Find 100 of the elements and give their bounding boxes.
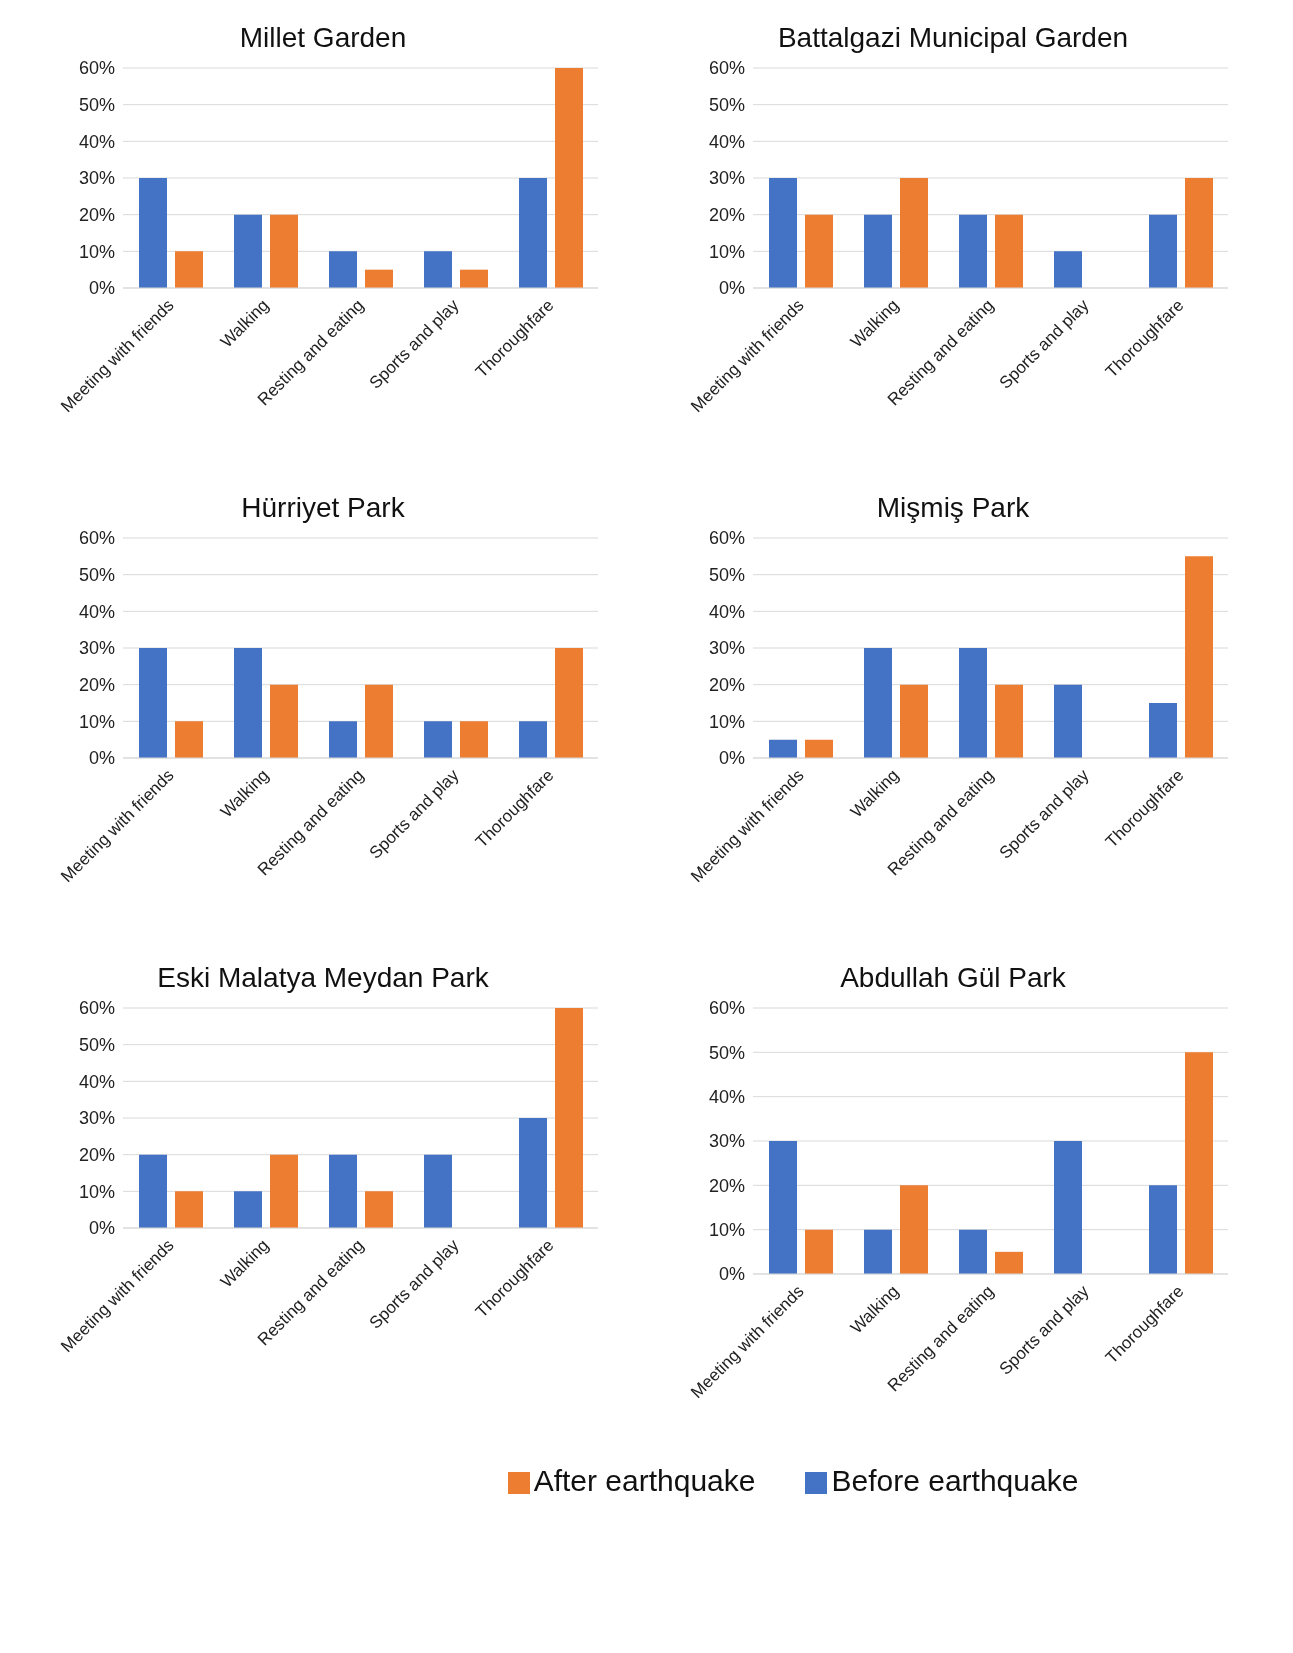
y-tick-label: 20%	[708, 1175, 745, 1196]
chart-title: Hürriyet Park	[240, 492, 406, 524]
bar	[270, 1154, 298, 1228]
bar	[1149, 214, 1177, 288]
bar	[959, 1229, 987, 1274]
bar	[900, 1185, 928, 1274]
y-tick-label: 0%	[88, 278, 115, 299]
bar	[175, 251, 203, 288]
bar	[365, 1191, 393, 1228]
bar	[270, 684, 298, 758]
bar	[995, 214, 1023, 288]
bar	[555, 648, 583, 758]
y-tick-label: 50%	[708, 1042, 745, 1063]
bar	[424, 251, 452, 288]
y-tick-label: 60%	[708, 998, 745, 1019]
bar	[995, 684, 1023, 758]
bar	[329, 251, 357, 288]
y-tick-label: 20%	[708, 205, 745, 226]
bar	[864, 1229, 892, 1274]
legend-label: After earthquake	[533, 1464, 756, 1497]
bar	[365, 684, 393, 758]
bar	[424, 721, 452, 758]
bar	[1149, 1185, 1177, 1274]
chart-title: Eski Malatya Meydan Park	[156, 962, 490, 994]
y-tick-label: 50%	[78, 565, 115, 586]
y-tick-label: 0%	[718, 1264, 745, 1285]
bar	[329, 721, 357, 758]
bar	[460, 721, 488, 758]
y-tick-label: 40%	[708, 1087, 745, 1108]
bar	[519, 721, 547, 758]
y-tick-label: 50%	[78, 1035, 115, 1056]
bar	[234, 214, 262, 288]
bar	[864, 648, 892, 758]
bar	[139, 648, 167, 758]
chart-title: Millet Garden	[238, 22, 408, 54]
y-tick-label: 30%	[78, 638, 115, 659]
bar	[769, 739, 797, 758]
y-tick-label: 40%	[708, 601, 745, 622]
bar	[424, 1154, 452, 1228]
y-tick-label: 0%	[88, 1218, 115, 1239]
bar	[900, 178, 928, 288]
y-tick-label: 30%	[708, 638, 745, 659]
bar	[805, 739, 833, 758]
y-tick-label: 10%	[78, 1181, 115, 1202]
bar	[139, 178, 167, 288]
bar	[805, 214, 833, 288]
y-tick-label: 40%	[78, 1071, 115, 1092]
bar	[175, 1191, 203, 1228]
y-tick-label: 60%	[78, 998, 115, 1019]
bar	[769, 178, 797, 288]
y-tick-label: 20%	[78, 205, 115, 226]
y-tick-label: 20%	[78, 1145, 115, 1166]
bar	[769, 1141, 797, 1274]
bar	[1054, 684, 1082, 758]
y-tick-label: 30%	[708, 1131, 745, 1152]
bar	[1054, 251, 1082, 288]
bar	[1185, 556, 1213, 758]
bar	[519, 178, 547, 288]
chart-title: Battalgazi Municipal Garden	[776, 22, 1130, 54]
bar	[234, 1191, 262, 1228]
bar	[270, 214, 298, 288]
y-tick-label: 10%	[78, 711, 115, 732]
y-tick-label: 30%	[78, 168, 115, 189]
bar	[555, 68, 583, 288]
y-tick-label: 30%	[708, 168, 745, 189]
y-tick-label: 0%	[88, 748, 115, 769]
bar	[234, 648, 262, 758]
y-tick-label: 10%	[708, 241, 745, 262]
bar	[995, 1251, 1023, 1274]
bar	[139, 1154, 167, 1228]
y-tick-label: 50%	[708, 95, 745, 116]
chart-title: Abdullah Gül Park	[839, 962, 1067, 994]
y-tick-label: 60%	[708, 58, 745, 79]
bar	[175, 721, 203, 758]
y-tick-label: 60%	[78, 58, 115, 79]
legend-label: Before earthquake	[831, 1464, 1079, 1497]
bar	[1149, 703, 1177, 758]
bar	[365, 269, 393, 288]
y-tick-label: 30%	[78, 1108, 115, 1129]
bar	[1054, 1141, 1082, 1274]
y-tick-label: 40%	[708, 131, 745, 152]
y-tick-label: 40%	[78, 601, 115, 622]
y-tick-label: 10%	[708, 1220, 745, 1241]
bar	[959, 214, 987, 288]
y-tick-label: 10%	[78, 241, 115, 262]
bar	[329, 1154, 357, 1228]
y-tick-label: 60%	[708, 528, 745, 549]
bar	[959, 648, 987, 758]
y-tick-label: 50%	[78, 95, 115, 116]
chart-title: Mişmiş Park	[875, 492, 1031, 524]
y-tick-label: 0%	[718, 278, 745, 299]
y-tick-label: 40%	[78, 131, 115, 152]
y-tick-label: 20%	[78, 675, 115, 696]
bar	[900, 684, 928, 758]
y-tick-label: 0%	[718, 748, 745, 769]
bar	[555, 1008, 583, 1228]
y-tick-label: 10%	[708, 711, 745, 732]
bar	[460, 269, 488, 288]
bar	[1185, 178, 1213, 288]
bar	[805, 1229, 833, 1274]
